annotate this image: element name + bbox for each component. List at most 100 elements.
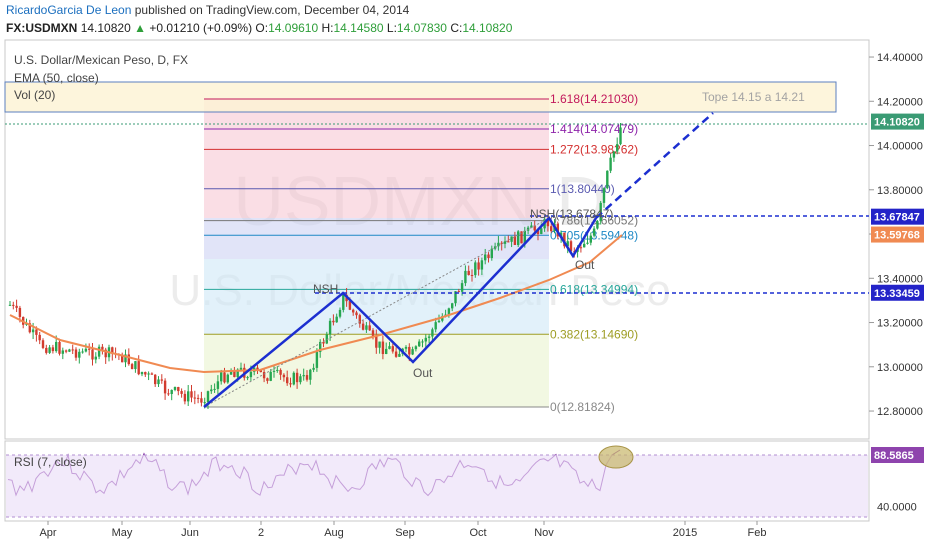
- tope-box: [4, 81, 837, 113]
- candle-body: [28, 323, 31, 333]
- candle-body: [563, 232, 566, 247]
- candle-body: [193, 397, 196, 399]
- candle-body: [503, 241, 507, 244]
- x-tick-label: Aug: [324, 527, 344, 539]
- x-tick-label: Nov: [534, 527, 554, 539]
- candle-body: [213, 388, 216, 390]
- candle-body: [609, 157, 612, 171]
- candle-body: [216, 381, 220, 389]
- vol-legend[interactable]: Vol (20): [14, 88, 56, 102]
- candle-body: [236, 369, 239, 378]
- candle-body: [332, 320, 335, 323]
- candle-body: [150, 373, 154, 375]
- candle-body: [229, 370, 233, 375]
- candle-body: [210, 389, 213, 392]
- candle-body: [464, 270, 467, 284]
- candle-body: [602, 188, 606, 203]
- tope-label: Tope 14.15 a 14.21: [702, 90, 805, 104]
- x-tick-label: Jun: [181, 527, 199, 539]
- candle-body: [579, 247, 583, 249]
- candle-body: [97, 346, 101, 357]
- candle-body: [592, 228, 596, 236]
- candle-body: [282, 374, 286, 378]
- candle-body: [520, 231, 523, 244]
- candle-body: [15, 305, 18, 308]
- candle-body: [550, 226, 553, 232]
- candle-body: [157, 379, 160, 385]
- candle-body: [546, 219, 550, 227]
- candle-body: [523, 230, 526, 244]
- candle-body: [74, 349, 78, 358]
- price-tag-label: 13.59768: [874, 230, 920, 242]
- candle-body: [510, 236, 513, 242]
- x-tick-label: 2015: [673, 527, 697, 539]
- candle-body: [262, 372, 266, 379]
- candle-body: [147, 373, 150, 375]
- nsh-label-2: NSH(13.67847): [530, 207, 613, 221]
- candle-body: [272, 370, 276, 372]
- candle-body: [286, 377, 289, 384]
- x-tick-label: Apr: [39, 527, 56, 539]
- candle-body: [140, 372, 144, 375]
- ema-legend[interactable]: EMA (50, close): [14, 71, 99, 85]
- fib-label: 1.414(14.07479): [550, 122, 638, 136]
- candle-body: [375, 336, 378, 348]
- ohlc-high: 14.14580: [333, 21, 384, 35]
- candle-body: [61, 350, 64, 354]
- out-label-2: Out: [575, 258, 595, 272]
- candle-body: [45, 347, 48, 353]
- last-price: 14.10820: [80, 21, 131, 35]
- candle-body: [81, 351, 84, 353]
- x-tick-label: Oct: [469, 527, 486, 539]
- fib-band-mid: [204, 259, 549, 334]
- candle-body: [517, 231, 520, 245]
- author-link[interactable]: RicardoGarcia De Leon: [6, 3, 132, 17]
- y-tick-label: 13.40000: [877, 273, 923, 285]
- candle-body: [220, 372, 223, 382]
- candle-body: [64, 350, 68, 352]
- candle-body: [338, 309, 342, 317]
- candle-body: [160, 379, 163, 381]
- candle-body: [322, 341, 325, 344]
- candle-body: [484, 254, 487, 261]
- candle-body: [256, 367, 259, 371]
- candle-body: [38, 334, 41, 341]
- candle-body: [477, 262, 480, 270]
- rsi-tick-label: 40.0000: [877, 501, 917, 513]
- projection-line: [595, 112, 714, 219]
- candle-body: [91, 349, 94, 360]
- price-tag-label: 13.33459: [874, 288, 920, 300]
- candle-body: [398, 353, 401, 357]
- y-tick-label: 14.40000: [877, 52, 923, 64]
- fib-label: 1.618(14.21030): [550, 92, 638, 106]
- y-tick-label: 13.20000: [877, 318, 923, 330]
- candle-body: [500, 242, 503, 244]
- candle-body: [130, 364, 134, 370]
- panel-title[interactable]: U.S. Dollar/Mexican Peso, D, FX: [14, 53, 189, 67]
- candle-body: [335, 316, 338, 323]
- candle-body: [51, 347, 55, 352]
- candle-body: [71, 349, 74, 351]
- candle-body: [200, 398, 203, 403]
- candle-body: [427, 336, 431, 338]
- candle-body: [365, 325, 368, 330]
- candle-body: [487, 254, 490, 259]
- publish-text: published on TradingView.com, December 0…: [131, 3, 410, 17]
- candle-body: [190, 391, 193, 398]
- candle-body: [408, 346, 411, 355]
- candle-body: [404, 346, 408, 349]
- rsi-value-tag: [871, 447, 924, 463]
- rsi-pane-frame: [4, 440, 870, 522]
- candle-body: [259, 370, 262, 373]
- candle-body: [266, 378, 269, 381]
- candle-body: [569, 241, 573, 252]
- x-tick-label: Feb: [748, 527, 767, 539]
- rsi-highlight-ellipse: [598, 445, 634, 469]
- symbol-name[interactable]: FX:USDMXN: [6, 21, 78, 35]
- candle-body: [559, 232, 563, 237]
- ohlc-close-key: C:: [450, 21, 463, 35]
- rsi-legend[interactable]: RSI (7, close): [14, 455, 87, 469]
- candle-body: [289, 383, 292, 385]
- candle-body: [348, 301, 352, 310]
